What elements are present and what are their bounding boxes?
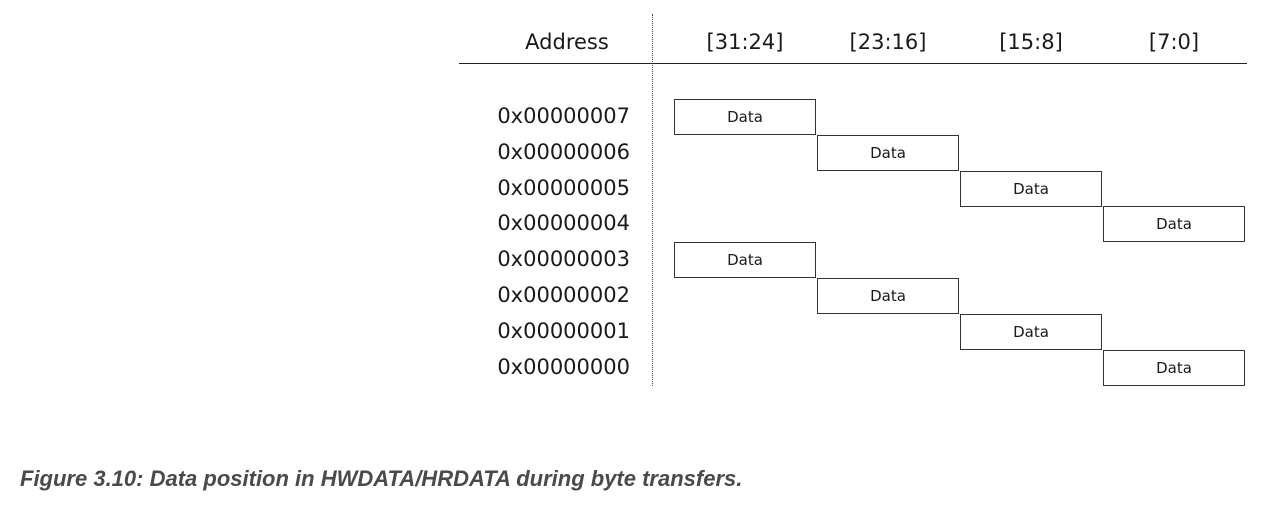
figure-caption: Figure 3.10: Data position in HWDATA/HRD…: [20, 466, 743, 491]
data-byte-box: Data: [1103, 350, 1245, 386]
lane-header-15-8: [15:8]: [999, 30, 1063, 54]
address-divider: [652, 14, 653, 386]
address-label: 0x00000004: [497, 211, 630, 235]
data-byte-box: Data: [960, 171, 1102, 207]
address-label: 0x00000006: [497, 140, 630, 164]
data-byte-box: Data: [817, 135, 959, 171]
address-label: 0x00000003: [497, 247, 630, 271]
lane-header-31-24: [31:24]: [706, 30, 784, 54]
data-byte-box: Data: [960, 314, 1102, 350]
address-label: 0x00000002: [497, 283, 630, 307]
data-byte-box: Data: [1103, 206, 1245, 242]
lane-header-23-16: [23:16]: [849, 30, 927, 54]
address-label: 0x00000005: [497, 176, 630, 200]
data-byte-box: Data: [817, 278, 959, 314]
address-column-header: Address: [525, 30, 609, 54]
header-rule: [459, 63, 1247, 64]
lane-header-7-0: [7:0]: [1148, 30, 1200, 54]
data-byte-box: Data: [674, 99, 816, 135]
address-label: 0x00000000: [497, 355, 630, 379]
address-label: 0x00000001: [497, 319, 630, 343]
address-label: 0x00000007: [497, 104, 630, 128]
data-byte-box: Data: [674, 242, 816, 278]
